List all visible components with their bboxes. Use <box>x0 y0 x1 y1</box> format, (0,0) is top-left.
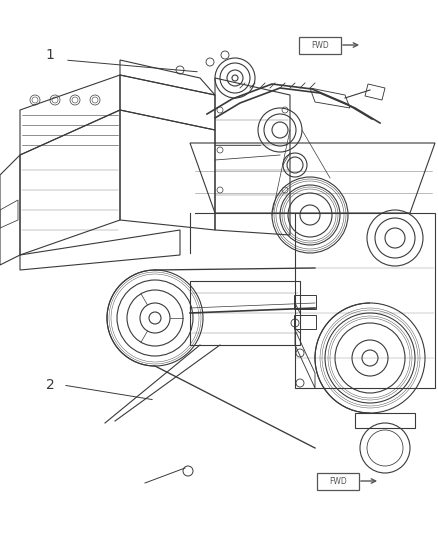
Text: 2: 2 <box>46 378 54 392</box>
Text: 1: 1 <box>46 48 54 62</box>
Text: FWD: FWD <box>329 477 347 486</box>
Text: FWD: FWD <box>311 41 329 50</box>
